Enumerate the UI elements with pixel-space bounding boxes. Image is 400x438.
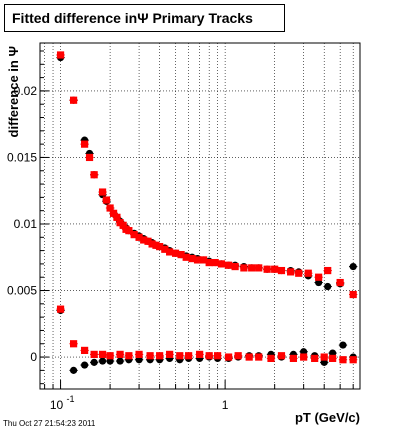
series-b-point <box>146 352 154 360</box>
series-b-point <box>324 266 332 275</box>
series-a-point <box>339 341 347 349</box>
series-b-point <box>304 269 312 277</box>
series-b-point <box>156 243 164 251</box>
series-b-point <box>271 265 279 273</box>
series-b-point <box>135 350 143 358</box>
series-b-point <box>166 248 174 256</box>
series-b-point <box>349 290 357 299</box>
series-b-point <box>217 260 226 268</box>
y-tick-label: 0.005 <box>7 284 37 298</box>
series-b-point <box>225 353 233 361</box>
series-b-point <box>166 350 174 358</box>
series-b-point <box>90 350 98 358</box>
series-b-point <box>148 240 156 248</box>
series-b-point <box>171 249 180 257</box>
y-tick-label: 0 <box>30 350 37 364</box>
series-b-point <box>315 273 323 281</box>
series-b-point <box>106 204 114 212</box>
series-b-point <box>135 233 143 241</box>
series-b-point <box>295 269 303 277</box>
y-tick-label: 0.015 <box>7 150 37 164</box>
x-tick-label: 1 <box>222 398 229 412</box>
series-b-point <box>205 258 213 267</box>
series-b-point <box>196 350 204 358</box>
series-b-point <box>277 352 286 360</box>
series-b-point <box>113 213 121 221</box>
x-tick-label: 10 <box>50 398 64 412</box>
series-b-point <box>231 262 239 271</box>
series-b-point <box>185 352 193 360</box>
chart-title: Fitted difference inΨ Primary Tracks <box>4 4 285 32</box>
series-b-point <box>349 356 357 364</box>
series-b-point <box>339 356 347 364</box>
plot-frame <box>39 42 361 390</box>
series-b-point <box>240 264 248 272</box>
timestamp: Thu Oct 27 21:54:23 2011 <box>3 419 96 428</box>
series-b-point <box>90 171 98 179</box>
series-b-point <box>85 153 94 162</box>
series-a-point <box>90 358 98 366</box>
series-b-point <box>161 245 169 253</box>
series-b-point <box>140 236 148 244</box>
series-b-point <box>125 352 133 360</box>
series-b-point <box>255 264 263 272</box>
series-b-point <box>98 350 107 358</box>
series-a-point <box>81 361 89 369</box>
series-b-point <box>277 266 286 275</box>
series-b-point <box>289 354 298 362</box>
series-b-point <box>263 265 271 273</box>
series-b-point <box>177 250 185 259</box>
series-b-point <box>125 227 133 235</box>
series-b-point <box>69 340 78 348</box>
y-tick-label: 0.01 <box>14 217 38 231</box>
series-b-point <box>267 354 275 362</box>
series-b-point <box>81 346 89 355</box>
series-b-point <box>329 354 337 362</box>
series-b-point <box>188 254 196 263</box>
series-b-point <box>205 352 213 360</box>
series-b-point <box>144 237 152 245</box>
series-b-point <box>56 51 65 59</box>
series-b-point <box>106 352 114 360</box>
series-b-point <box>225 261 233 269</box>
series-b-point <box>109 209 118 217</box>
series-b-point <box>182 253 190 261</box>
series-b-point <box>311 354 319 362</box>
series-b-point <box>102 196 111 204</box>
series-b-point <box>152 241 160 249</box>
series-a-point <box>324 282 332 291</box>
series-a-point <box>349 262 357 271</box>
series-b-point <box>116 350 124 358</box>
series-b-point <box>211 258 219 267</box>
x-tick-label-exponent: -1 <box>67 394 75 404</box>
series-b-point <box>56 305 65 313</box>
series-b-point <box>130 231 138 239</box>
series-a-point <box>69 366 78 374</box>
series-b-point <box>336 278 344 287</box>
series-b-point <box>213 352 222 360</box>
series-b-point <box>287 268 295 276</box>
series-b-point <box>69 96 78 104</box>
x-axis-label: pT (GeV/c) <box>295 410 360 425</box>
series-b-point <box>255 353 263 361</box>
series-b-point <box>98 188 107 196</box>
series-b-point <box>245 353 253 361</box>
series-b-point <box>81 140 89 148</box>
y-tick-label: 0.02 <box>14 84 38 98</box>
series-a-point <box>98 357 107 365</box>
series-b-point <box>200 256 208 264</box>
series-b-point <box>234 352 242 360</box>
series-a-point <box>116 357 124 365</box>
series-b-point <box>248 264 256 272</box>
series-b-point <box>193 256 202 264</box>
series-b-point <box>300 353 308 361</box>
series-b-point <box>156 352 164 360</box>
series-b-point <box>176 352 184 360</box>
series-b-point <box>320 353 328 361</box>
y-axis-label: difference in Ψ <box>6 46 21 137</box>
series-b-point <box>119 221 127 229</box>
